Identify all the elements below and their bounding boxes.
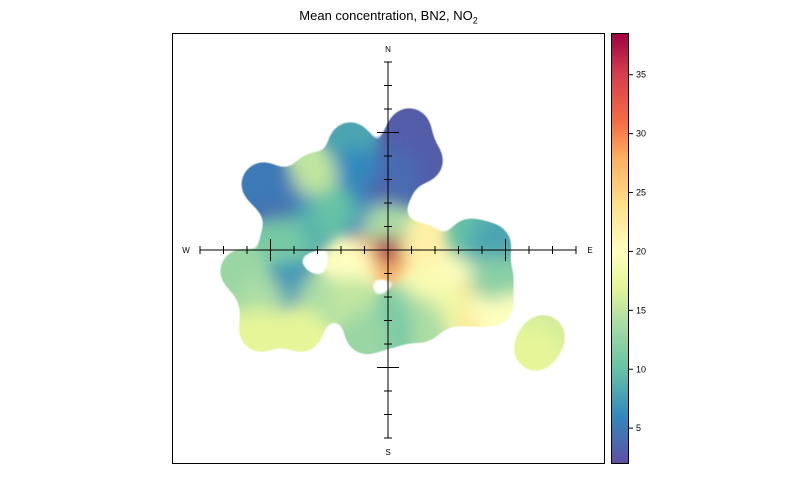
label-west: W <box>182 246 190 255</box>
polar-axes <box>199 61 577 439</box>
surface-point <box>467 223 512 268</box>
surface-point <box>328 242 373 287</box>
title-subscript: 2 <box>472 15 478 26</box>
surface-point <box>328 277 373 322</box>
colorbar-ticks: 5 10 15 20 25 30 35 <box>628 70 646 433</box>
concentration-surface <box>220 108 566 371</box>
label-south: S <box>385 448 390 457</box>
chart-title: Mean concentration, BN2, NO2 <box>299 8 478 26</box>
surface-point <box>260 218 305 263</box>
colorbar-tick-label: 25 <box>636 188 646 198</box>
surface-point <box>279 307 324 352</box>
colorbar-tick-label: 30 <box>636 129 646 139</box>
colorbar-tick-label: 15 <box>636 305 646 315</box>
colorbar <box>611 33 629 464</box>
surface-point <box>241 162 286 207</box>
surface-point <box>469 256 514 301</box>
colorbar-tick-label: 35 <box>636 70 646 80</box>
surface-point <box>311 188 356 233</box>
surface-point <box>293 152 338 197</box>
label-east: E <box>587 246 592 255</box>
surface-point <box>239 277 284 322</box>
label-north: N <box>385 45 391 54</box>
colorbar-tick-label: 5 <box>636 423 641 433</box>
surface-point <box>514 326 559 371</box>
surface-point <box>333 148 378 193</box>
surface-point <box>344 310 389 355</box>
surface-point <box>239 307 284 352</box>
colorbar-tick-label: 10 <box>636 364 646 374</box>
colorbar-tick-label: 20 <box>636 246 646 256</box>
